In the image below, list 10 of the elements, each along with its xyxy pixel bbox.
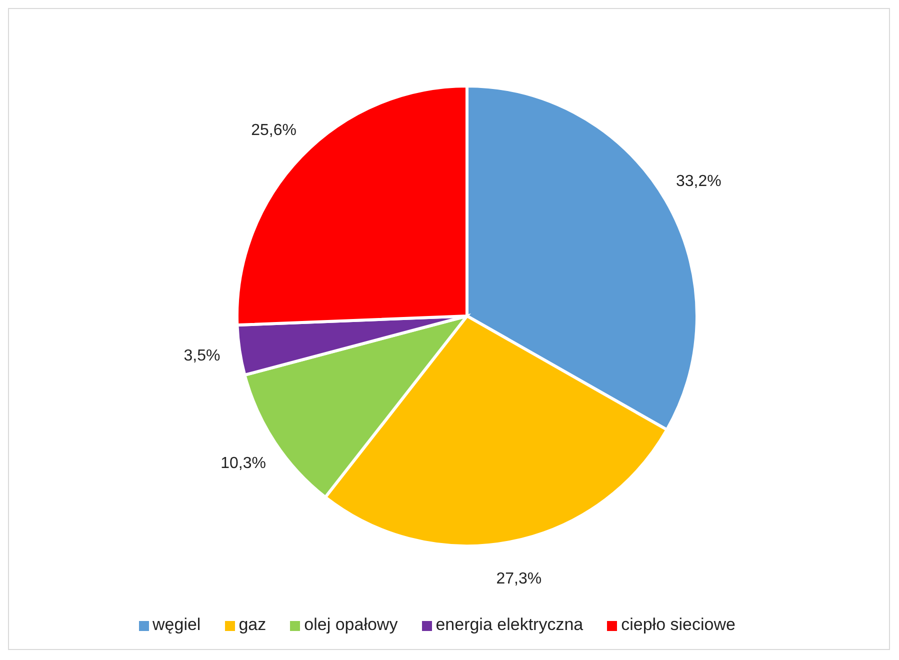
legend-label: olej opałowy	[304, 615, 398, 634]
legend-label: węgiel	[152, 615, 201, 634]
data-label: 27,3%	[496, 570, 542, 588]
data-label: 25,6%	[251, 122, 296, 139]
legend-label: energia elektryczna	[436, 615, 584, 634]
data-label: 3,5%	[184, 347, 220, 364]
data-label: 10,3%	[220, 455, 266, 472]
legend-label: gaz	[238, 615, 266, 634]
data-label: 33,2%	[676, 172, 722, 190]
legend-label: ciepło sieciowe	[621, 615, 736, 634]
